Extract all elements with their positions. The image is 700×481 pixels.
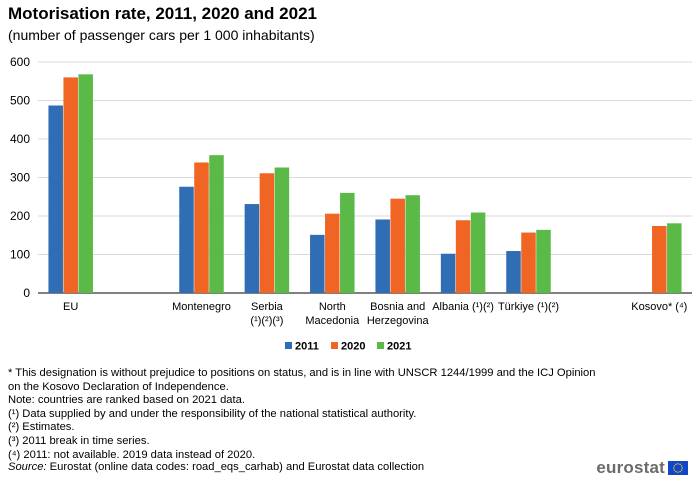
flag-star [679, 463, 681, 466]
bar-2021 [667, 223, 682, 293]
flag-star [673, 469, 676, 471]
y-tick-label: 400 [10, 132, 30, 146]
x-category-label: Montenegro [172, 301, 231, 313]
x-category-label: Serbia [251, 301, 284, 313]
legend-label: 2021 [387, 341, 411, 353]
bar-2020 [325, 213, 340, 293]
x-category-label: North [319, 301, 346, 313]
bar-2020 [521, 232, 536, 293]
bar-2011 [440, 253, 456, 293]
bar-2011 [244, 204, 260, 293]
footnote-1: (¹) Data supplied by and under the respo… [8, 407, 417, 420]
legend-label: 2020 [341, 341, 365, 353]
y-tick-label: 500 [10, 94, 30, 108]
bar-2011 [48, 105, 63, 293]
flag-star [675, 463, 677, 466]
bar-2021 [536, 229, 551, 293]
legend-label: 2011 [295, 341, 319, 353]
footnote-4: (⁴) 2011: not available. 2019 data inste… [8, 448, 256, 461]
eu-flag-icon [668, 461, 688, 475]
y-tick-label: 100 [10, 248, 30, 262]
flag-star [677, 471, 679, 473]
x-category-label: Türkiye (¹)(²) [498, 301, 559, 313]
x-category-label: EU [63, 301, 78, 313]
y-tick-label: 0 [23, 286, 30, 300]
x-category-label: Herzegovina [367, 315, 430, 327]
bar-2011 [179, 186, 194, 293]
x-category-label: Albania (¹)(²) [432, 301, 494, 313]
x-category-label: Bosnia and [370, 301, 425, 313]
legend-swatch-2021 [377, 342, 384, 349]
bar-2021 [470, 212, 486, 293]
x-category-label: Macedonia [305, 315, 360, 327]
bar-2021 [209, 155, 224, 293]
footnote-ranking: Note: countries are ranked based on 2021… [8, 394, 245, 407]
flag-star [677, 463, 679, 465]
y-tick-label: 300 [10, 171, 30, 185]
source-line: Source: Eurostat (online data codes: roa… [8, 461, 424, 473]
eurostat-wordmark: eurostat [596, 458, 665, 477]
bar-chart: 0 100 200 300 400 500 600 EU Montenegro Serbia (¹… [10, 55, 692, 353]
eurostat-logo: eurostat [596, 458, 688, 478]
gridlines [38, 61, 692, 255]
flag-star [680, 469, 683, 471]
x-category-label: (¹)(²)(³) [250, 315, 283, 327]
footnotes: * This designation is without prejudice … [8, 367, 608, 462]
bars [48, 74, 682, 294]
bar-2011 [310, 234, 325, 293]
bar-2020 [259, 173, 275, 293]
footnote-2: (²) Estimates. [8, 421, 75, 434]
legend: 2011 2020 2021 [285, 341, 411, 353]
bar-2021 [78, 74, 93, 293]
flag-star [673, 465, 676, 467]
bar-2020 [455, 220, 471, 293]
bar-2020 [194, 162, 209, 293]
footnote-kosovo: * This designation is without prejudice … [8, 367, 596, 393]
bar-2011 [375, 219, 390, 293]
flag-star [673, 467, 675, 469]
footnote-3: (³) 2011 break in time series. [8, 434, 150, 447]
y-tick-label: 200 [10, 209, 30, 223]
bar-2020 [652, 226, 667, 293]
flag-star [681, 467, 683, 469]
bar-2021 [340, 192, 355, 293]
legend-swatch-2011 [285, 342, 292, 349]
chart-subtitle: (number of passenger cars per 1 000 inha… [8, 27, 315, 43]
y-tick-label: 600 [10, 55, 30, 69]
source-label: Source: [8, 461, 47, 473]
legend-swatch-2020 [331, 342, 338, 349]
x-axis-labels: EU Montenegro Serbia (¹)(²)(³) North Macedoni… [63, 301, 687, 327]
x-category-label: Kosovo* (⁴) [631, 301, 687, 313]
bar-2021 [274, 167, 290, 293]
flag-star [675, 470, 677, 473]
bar-2020 [390, 198, 405, 293]
chart-title: Motorisation rate, 2011, 2020 and 2021 [8, 4, 317, 23]
source-text: Eurostat (online data codes: road_eqs_ca… [46, 461, 425, 473]
bar-2021 [405, 195, 420, 293]
flag-star [680, 465, 683, 467]
flag-star [679, 470, 681, 473]
bar-2020 [63, 77, 78, 294]
bar-2011 [506, 251, 521, 293]
y-axis-ticks: 0 100 200 300 400 500 600 [10, 55, 30, 300]
